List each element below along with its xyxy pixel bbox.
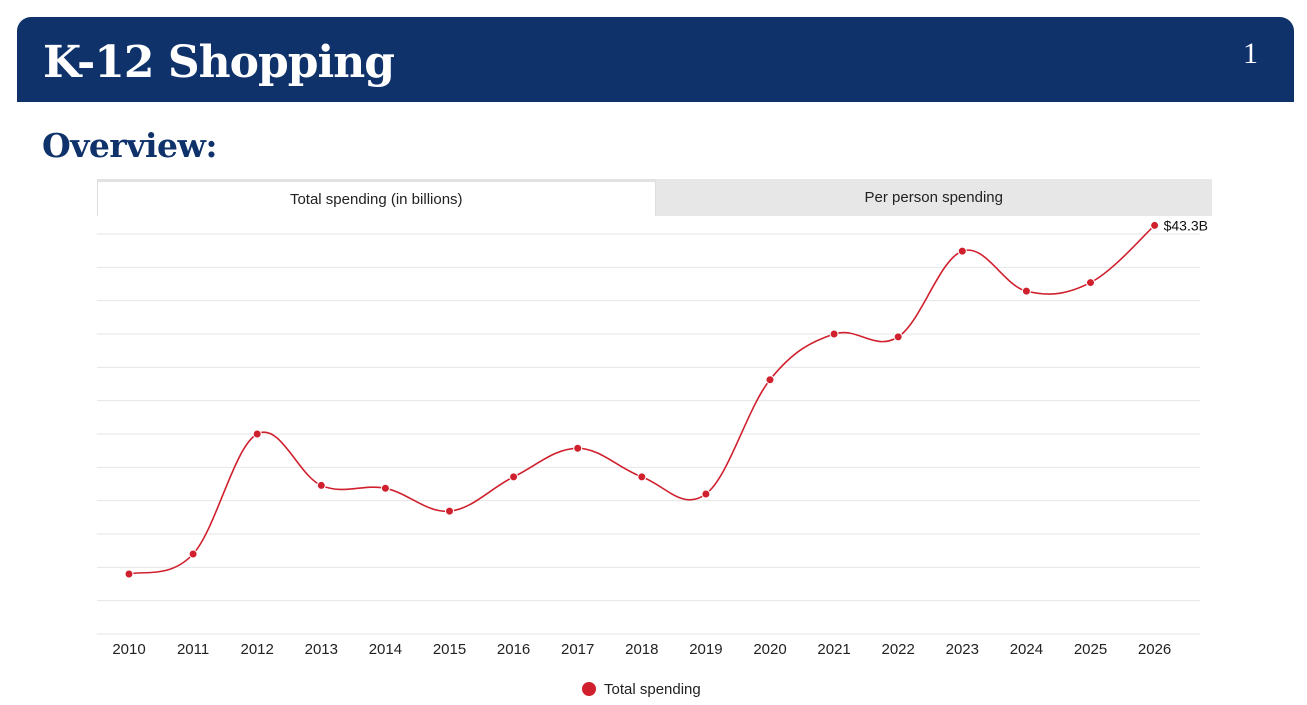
x-tick-label: 2026	[1138, 641, 1171, 658]
data-point	[252, 429, 262, 439]
data-point	[445, 506, 454, 516]
page-title: K-12 Shopping	[43, 37, 395, 88]
data-point	[765, 375, 775, 385]
data-point	[701, 489, 711, 499]
data-point	[316, 480, 326, 490]
x-tick-label: 2018	[625, 641, 658, 658]
data-point	[957, 246, 967, 256]
legend-label: Total spending	[604, 680, 701, 698]
x-tick-label: 2025	[1074, 641, 1107, 658]
legend-marker	[582, 682, 596, 696]
x-tick-label: 2011	[177, 641, 209, 658]
x-tick-label: 2010	[112, 641, 145, 658]
data-point	[637, 472, 647, 482]
x-tick-label: 2021	[817, 641, 850, 658]
data-point	[1150, 220, 1160, 230]
tab-total-spending[interactable]: Total spending (in billions)	[97, 179, 656, 216]
data-point	[509, 472, 519, 482]
x-tick-label: 2019	[689, 641, 722, 658]
data-point	[188, 549, 198, 559]
data-point	[893, 332, 903, 342]
x-tick-label: 2017	[561, 641, 594, 658]
x-tick-label: 2012	[241, 641, 274, 658]
chart-tabs: Total spending (in billions) Per person …	[97, 179, 1212, 216]
x-tick-label: 2015	[433, 641, 466, 658]
data-label: $43.3B	[1164, 217, 1208, 233]
data-point	[829, 329, 839, 339]
x-tick-label: 2013	[305, 641, 338, 658]
data-point	[573, 443, 583, 453]
page-number: 1	[1243, 37, 1258, 70]
x-tick-label: 2020	[753, 641, 786, 658]
x-tick-label: 2024	[1010, 641, 1043, 658]
chart-legend[interactable]: Total spending	[582, 679, 701, 699]
data-point	[124, 569, 134, 579]
x-tick-label: 2014	[369, 641, 402, 658]
section-title: Overview:	[42, 126, 218, 165]
x-tick-label: 2023	[946, 641, 979, 658]
data-point	[1086, 278, 1095, 288]
data-point	[1021, 286, 1031, 296]
tab-per-person-spending[interactable]: Per person spending	[864, 189, 1003, 206]
data-point	[380, 483, 390, 493]
x-tick-label: 2022	[882, 641, 915, 658]
header-bar: K-12 Shopping 1	[17, 17, 1294, 102]
x-tick-label: 2016	[497, 641, 530, 658]
series-line	[128, 224, 1156, 575]
